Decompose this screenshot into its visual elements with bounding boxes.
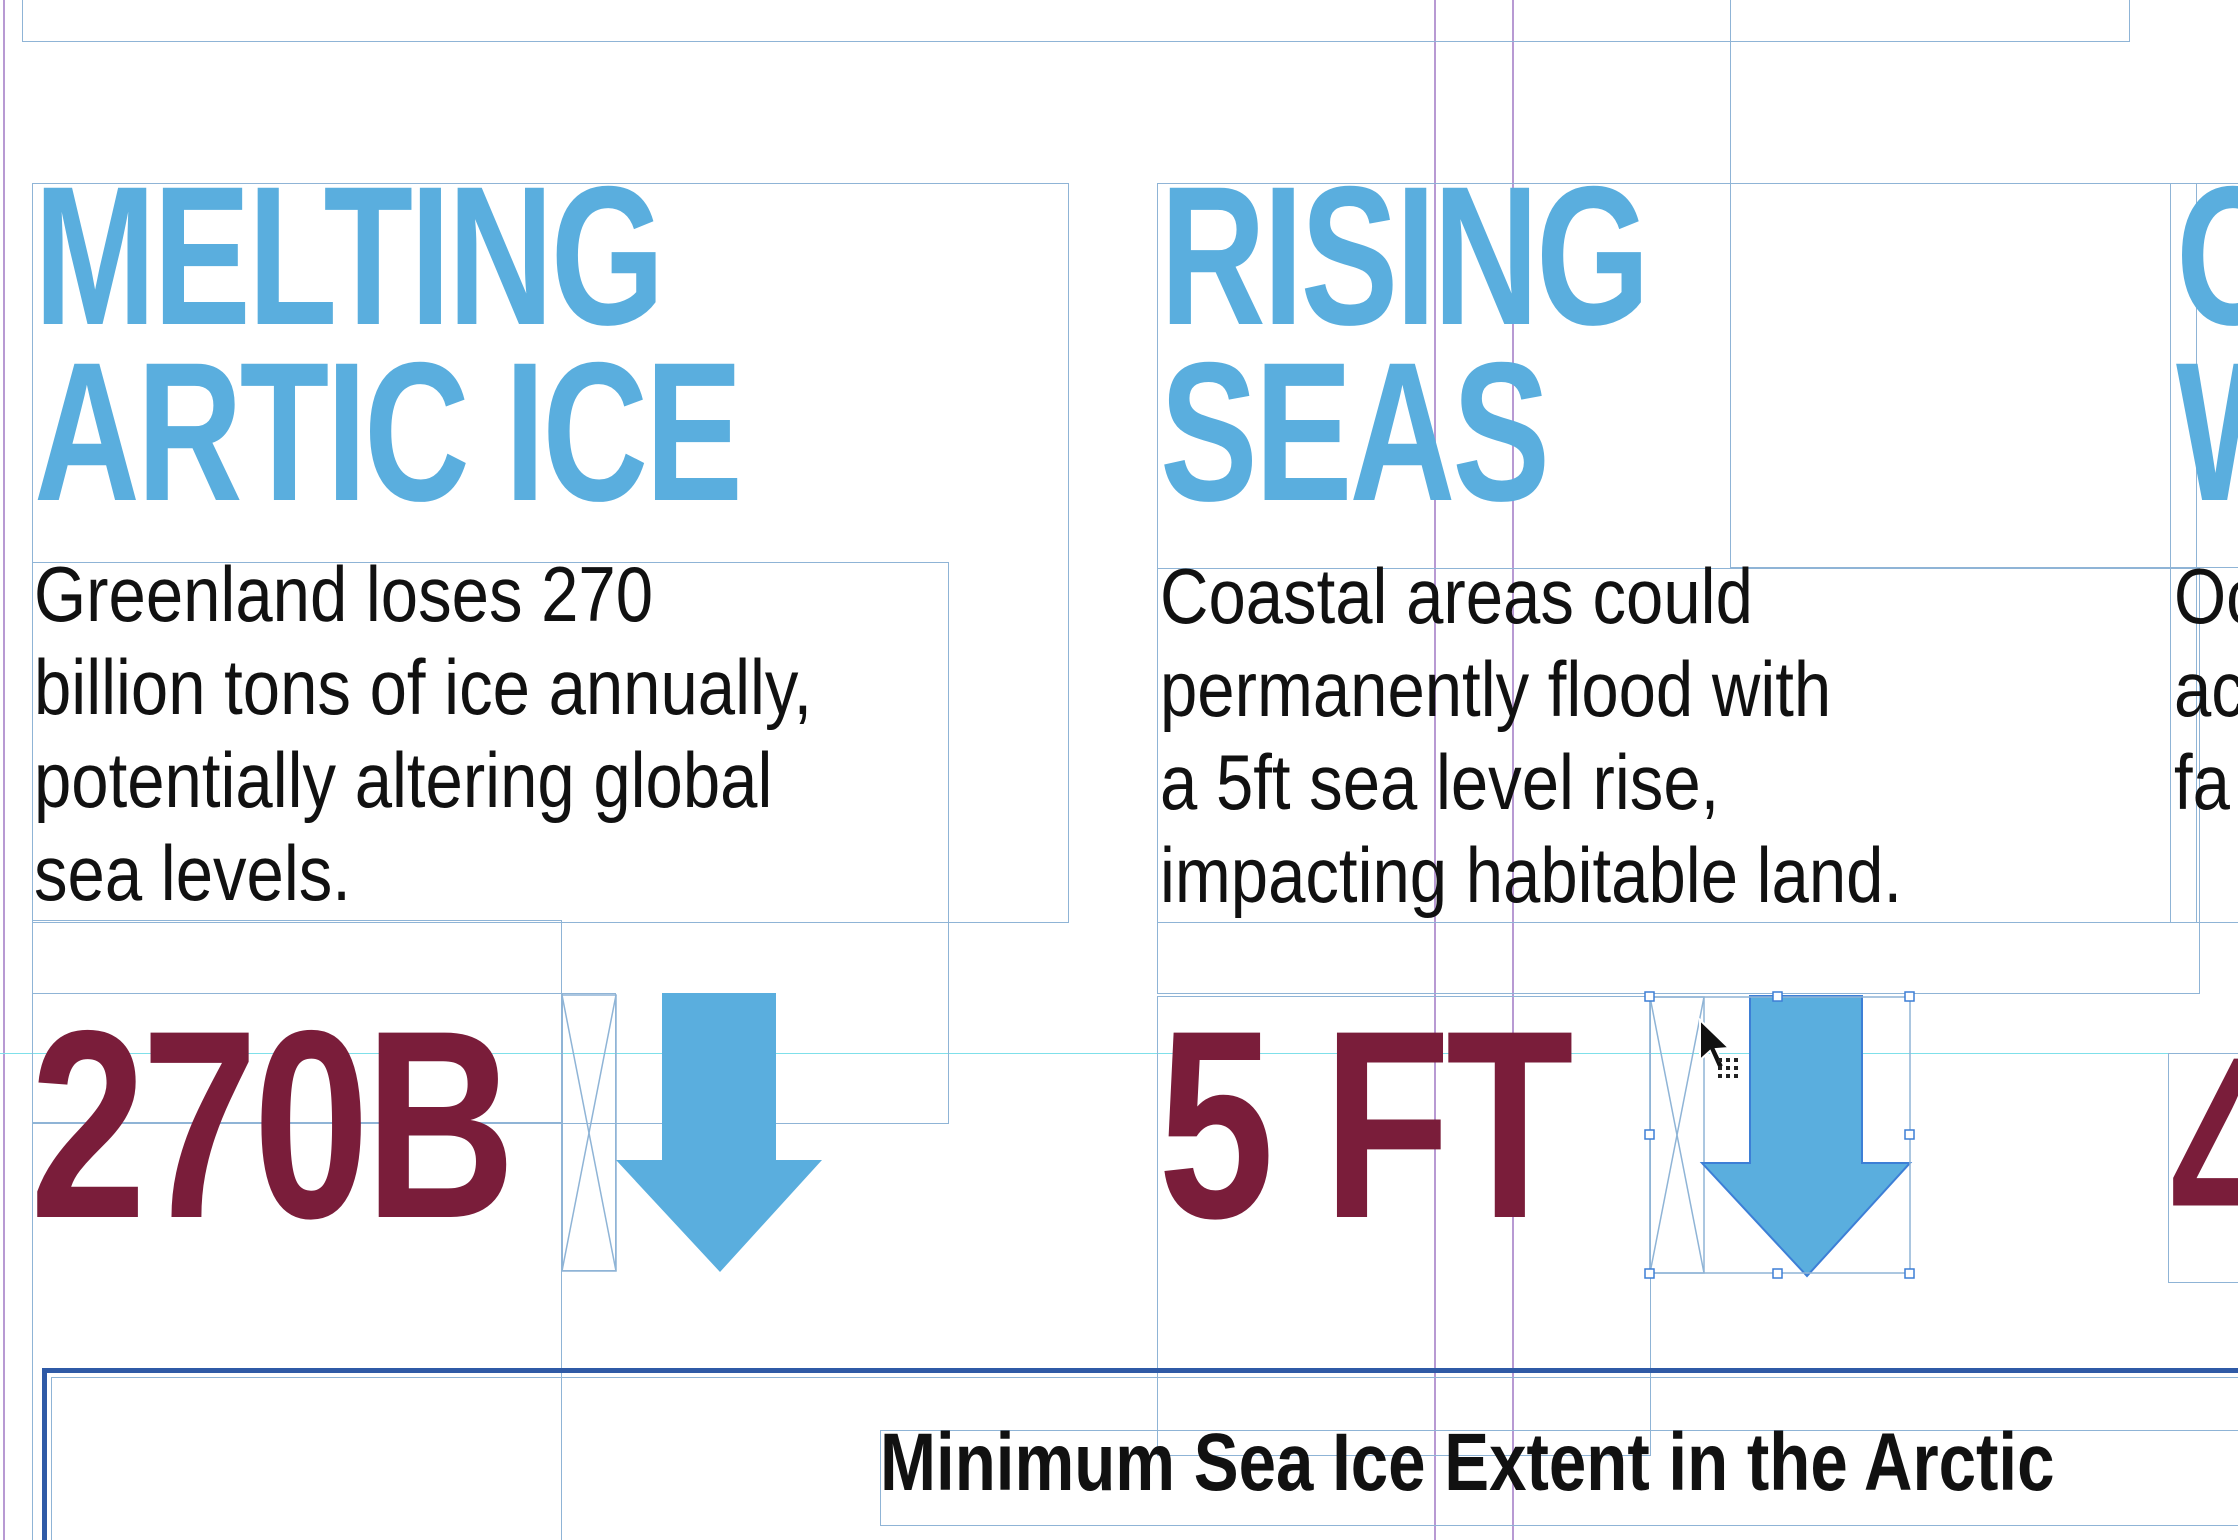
col2-body-line-1: Coastal areas could bbox=[1160, 552, 1753, 640]
guide-vertical-left[interactable] bbox=[3, 0, 5, 1540]
col2-heading-line-1: RISING bbox=[1160, 145, 1650, 366]
col3-heading-line-2: W bbox=[2176, 333, 2238, 531]
col2-heading-line-2: SEAS bbox=[1160, 321, 1550, 542]
down-arrow-icon[interactable] bbox=[616, 993, 822, 1272]
col1-stat: 270B bbox=[30, 974, 516, 1274]
col1-placeholder-frame[interactable] bbox=[561, 994, 617, 1272]
chart-section-frame[interactable] bbox=[42, 1368, 2238, 1540]
col2-body-line-4: impacting habitable land. bbox=[1160, 831, 1903, 919]
col3-body-line-1: Oc bbox=[2174, 552, 2238, 640]
col3-body: Oc ac fa bbox=[2174, 550, 2238, 829]
col2-body: Coastal areas could permanently flood wi… bbox=[1160, 550, 1902, 922]
col1-heading: MELTING ARTIC ICE bbox=[34, 145, 743, 542]
guide-vertical-center-a[interactable] bbox=[1434, 0, 1436, 1540]
col3-body-line-2: ac bbox=[2174, 645, 2238, 733]
col1-body-line-2: billion tons of ice annually, bbox=[34, 643, 813, 731]
guide-vertical-center-b[interactable] bbox=[1512, 0, 1514, 1540]
col3-stat: 4 bbox=[2170, 1016, 2238, 1284]
selection-handles[interactable] bbox=[1644, 991, 1915, 1279]
col2-placeholder-frame[interactable] bbox=[1649, 996, 1705, 1274]
col3-body-line-3: fa bbox=[2174, 738, 2230, 826]
chart-title: Minimum Sea Ice Extent in the Arctic bbox=[880, 1417, 2055, 1508]
col2-body-line-2: permanently flood with bbox=[1160, 645, 1832, 733]
col2-heading: RISING SEAS bbox=[1160, 145, 1650, 542]
col1-body-line-3: potentially altering global bbox=[34, 736, 773, 824]
col1-body: Greenland loses 270 billion tons of ice … bbox=[34, 548, 812, 920]
col1-body-line-4: sea levels. bbox=[34, 829, 351, 917]
col2-stat: 5 FT bbox=[1158, 974, 1574, 1274]
col1-body-line-1: Greenland loses 270 bbox=[34, 550, 654, 638]
guide-horizontal[interactable] bbox=[0, 1053, 2238, 1054]
col3-heading-line-1: O bbox=[2176, 157, 2238, 355]
col2-body-line-3: a 5ft sea level rise, bbox=[1160, 738, 1720, 826]
col3-heading: O W bbox=[2176, 157, 2238, 531]
down-arrow-icon[interactable] bbox=[1699, 995, 1913, 1278]
col1-heading-line-1: MELTING bbox=[34, 145, 665, 366]
col1-heading-line-2: ARTIC ICE bbox=[34, 321, 743, 542]
move-cursor-icon bbox=[1699, 1017, 1738, 1078]
